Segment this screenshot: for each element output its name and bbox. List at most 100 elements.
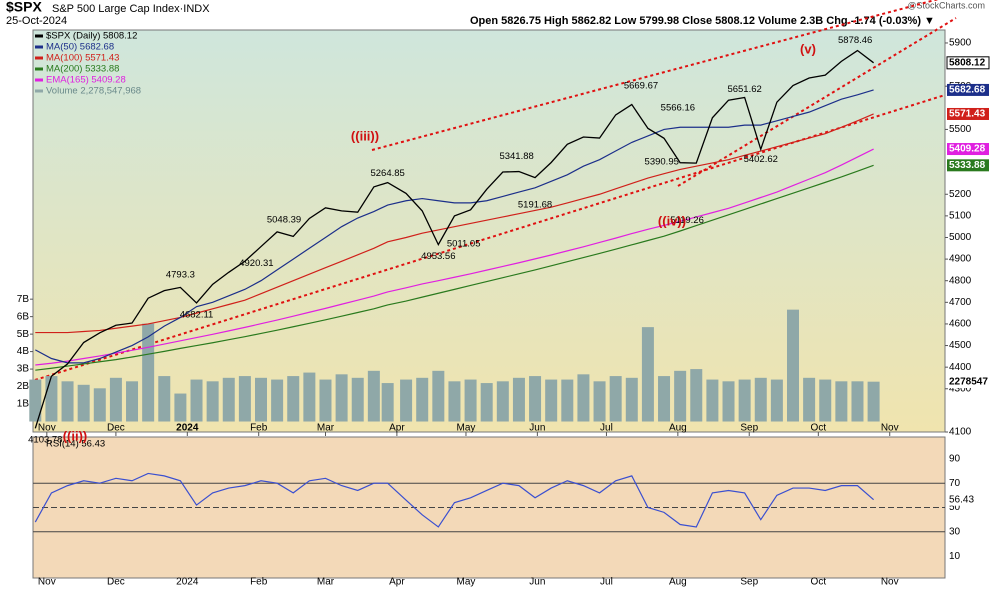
legend-swatch [35,89,43,93]
volume-bar [400,379,413,422]
legend-swatch [35,34,43,38]
volume-bar [641,327,654,422]
price-annotation: 5878.46 [838,35,872,46]
volume-bar [754,377,767,422]
volume-bar [367,370,380,422]
y-tick-label: 10 [949,551,961,562]
volume-bar [593,381,606,422]
price-annotation: 4103.78 [28,435,62,446]
wave-label: ((ii)) [63,428,88,443]
volume-bar [496,381,509,422]
watermark: @StockCharts.com [907,0,985,10]
value-tag: 5571.43 [947,107,989,120]
volume-bar [158,376,171,422]
index-name: S&P 500 Large Cap Index·INDX [52,3,210,15]
ohlc-stats: Open 5826.75 High 5862.82 Low 5799.98 Cl… [470,15,935,27]
price-annotation: 5011.05 [447,239,481,250]
legend-swatch [35,78,43,82]
price-annotation: 5402.62 [744,154,778,165]
value-tag: 5682.68 [947,83,989,96]
price-annotation: 4920.31 [239,258,273,269]
price-annotation: 5191.68 [518,200,552,211]
volume-bar [381,383,394,422]
volume-bar [109,377,122,422]
trend-line [677,17,957,187]
legend-swatch [35,45,43,49]
x-tick-label: Sep [740,423,758,434]
x-tick-label: Dec [107,423,125,434]
x-tick-label: Sep [740,577,758,588]
price-panel [32,29,946,433]
y-tick-label: 4600 [949,319,972,330]
legend-entry: $SPX (Daily) 5808.12 [46,31,137,42]
volume-bar [770,379,783,422]
price-line [34,49,875,429]
volume-bar [45,376,58,422]
x-tick-label: May [457,423,476,434]
x-tick-label: Oct [811,577,827,588]
x-tick-label: Nov [38,423,56,434]
volume-bar [61,381,74,422]
y-tick-label: 90 [949,454,961,465]
value-tag-label: 5571.43 [949,109,986,120]
volume-bar [255,377,267,422]
legend-entry: MA(200) 5333.88 [46,64,119,75]
value-tag-label: 5808.12 [949,57,986,68]
rsi-title: RSI(14) 56.43 [46,439,105,450]
y-tick-label: 5200 [949,189,972,200]
legend-entry: MA(100) 5571.43 [46,53,119,64]
x-tick-label: Jul [600,423,613,434]
rsi-line [34,472,875,528]
y2-tick-label: 5B [17,329,30,340]
price-annotation: 5669.67 [624,80,658,91]
price-annotation: 5651.62 [727,84,761,95]
volume-bar [77,384,90,422]
x-tick-label: Apr [389,577,405,588]
trend-line [371,0,939,151]
price-annotation: 5048.39 [267,215,301,226]
x-tick-label: Jun [529,423,545,434]
y2-tick-label: 1B [17,399,30,410]
volume-bar [867,381,880,422]
volume-bar [351,377,364,422]
volume-bar [448,381,461,422]
x-tick-label: Feb [250,577,268,588]
x-tick-label: 2024 [176,423,199,434]
volume-bar [126,381,139,422]
x-tick-label: Jun [529,577,545,588]
symbol: $SPX [6,0,42,15]
volume-bar [819,379,832,422]
x-tick-label: Aug [669,423,687,434]
y-tick-label: 30 [949,526,961,537]
x-tick-label: May [457,577,476,588]
y2-tick-label: 2B [17,381,30,392]
legend-entry: Volume 2,278,547,968 [46,86,141,97]
volume-bar [851,381,864,422]
y-tick-label: 70 [949,478,961,489]
value-tag-label: 2278547 [949,377,988,388]
value-tag: 5333.88 [947,159,989,172]
volume-bar [512,377,525,422]
y-tick-label: 4400 [949,362,972,373]
price-annotation: 5341.88 [499,151,533,162]
y-tick-label: 50 [949,502,961,513]
volume-bar [238,376,251,422]
y-tick-label: 4900 [949,254,972,265]
x-tick-label: Apr [389,423,405,434]
wave-label: ((iii)) [351,128,379,143]
x-tick-label: Nov [38,577,56,588]
volume-bar [416,377,429,422]
value-tag: 2278547 [947,376,989,388]
volume-bar [706,379,719,422]
volume-bar [222,377,235,422]
y-tick-label: 4300 [949,383,972,394]
date: 25-Oct-2024 [6,15,67,27]
y-tick-label: 4700 [949,297,972,308]
x-tick-label: Aug [669,577,687,588]
legend-swatch [35,56,43,60]
legend-swatch [35,67,43,71]
volume-bar [561,379,574,422]
y-tick-label: 4800 [949,275,972,286]
volume-bar [206,381,219,422]
